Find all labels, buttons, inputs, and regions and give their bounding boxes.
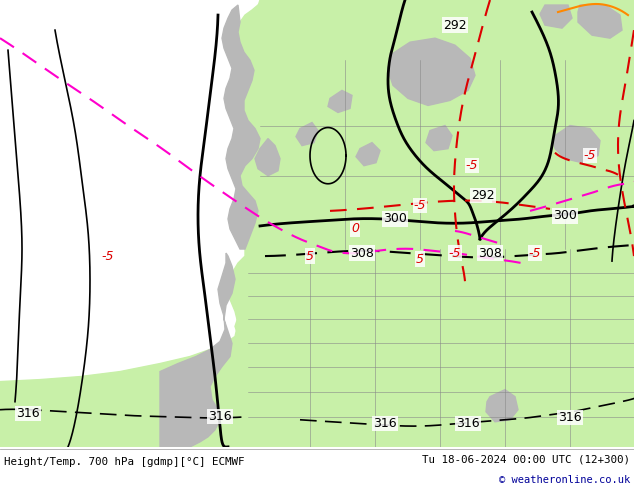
Text: 316: 316 [373,417,397,430]
Text: 5: 5 [306,249,314,263]
Text: -5: -5 [414,199,426,212]
Polygon shape [160,253,235,447]
Text: 316: 316 [16,407,40,420]
Polygon shape [262,45,285,68]
Text: 300: 300 [383,213,407,225]
Text: 308: 308 [350,246,374,260]
Text: -5: -5 [101,249,114,263]
Text: 308: 308 [478,246,502,260]
Polygon shape [328,90,352,113]
Text: 316: 316 [558,411,582,424]
Polygon shape [296,122,318,146]
Polygon shape [0,5,634,447]
Text: 316: 316 [208,410,232,423]
Text: Tu 18-06-2024 00:00 UTC (12+300): Tu 18-06-2024 00:00 UTC (12+300) [422,455,630,465]
Polygon shape [222,5,260,249]
Text: 292: 292 [443,19,467,32]
Polygon shape [553,125,600,163]
Polygon shape [260,12,300,35]
Text: -5: -5 [529,246,541,260]
Text: 5: 5 [416,252,424,266]
Text: Height/Temp. 700 hPa [gdmp][°C] ECMWF: Height/Temp. 700 hPa [gdmp][°C] ECMWF [4,457,245,467]
Polygon shape [540,5,572,28]
Text: 316: 316 [456,417,480,430]
Text: 0: 0 [351,222,359,236]
Text: 300: 300 [553,209,577,222]
Text: 292: 292 [471,189,495,202]
Polygon shape [388,38,475,105]
Polygon shape [426,125,452,150]
Text: -5: -5 [449,246,462,260]
Polygon shape [486,390,518,422]
Text: -5: -5 [584,149,596,162]
Polygon shape [356,143,380,166]
Text: -5: -5 [466,159,478,172]
Text: © weatheronline.co.uk: © weatheronline.co.uk [499,475,630,485]
Polygon shape [578,5,622,38]
Polygon shape [235,0,634,437]
Polygon shape [255,139,280,176]
